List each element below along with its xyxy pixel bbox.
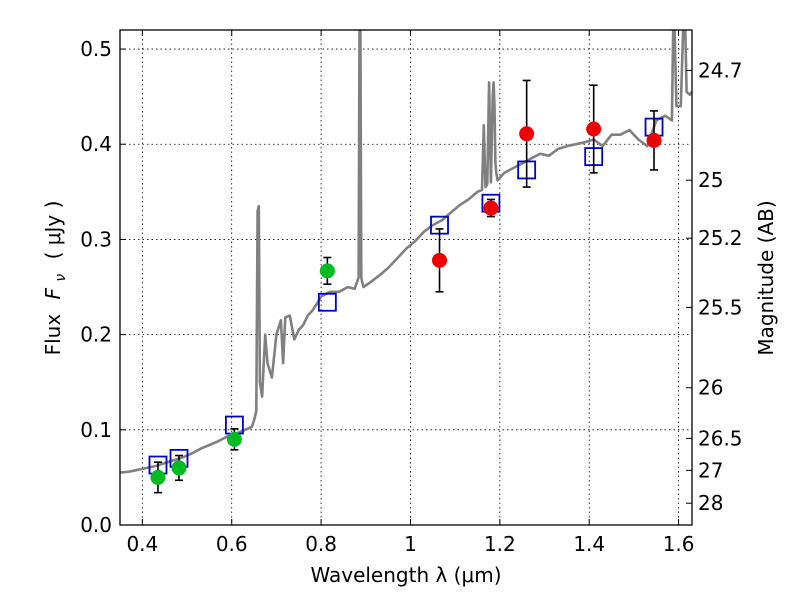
plot-area xyxy=(120,30,692,494)
optical-data-point xyxy=(171,460,187,476)
x-tick-label: 0.4 xyxy=(126,532,158,556)
right-tick-label: 25.2 xyxy=(698,226,743,250)
infrared-data-point xyxy=(483,200,499,216)
right-tick-label: 25 xyxy=(698,168,723,192)
infrared-data-point xyxy=(432,252,448,268)
x-tick-label: 1.6 xyxy=(663,532,695,556)
y-tick-label: 0.1 xyxy=(80,418,112,442)
y-tick-label: 0.5 xyxy=(80,37,112,61)
axis-ticks: 0.4 0.6 0.8 1 1.2 1.4 1.6 0.0 0.1 0.2 0.3 0.4 0.5 24.… xyxy=(80,30,743,556)
y-tick-label: 0.4 xyxy=(80,132,112,156)
y-axis-label-symbol: F xyxy=(41,287,65,299)
x-tick-label: 1.2 xyxy=(484,532,516,556)
x-tick-label: 0.6 xyxy=(216,532,248,556)
x-tick-label: 0.8 xyxy=(305,532,337,556)
y-axis-label: Flux F ν ( μJy ) xyxy=(41,201,70,356)
right-tick-label: 26.5 xyxy=(698,426,743,450)
right-tick-label: 28 xyxy=(698,491,723,515)
optical-data-point xyxy=(150,469,166,485)
infrared-data-point xyxy=(646,132,662,148)
y-tick-label: 0.3 xyxy=(80,227,112,251)
right-tick-label: 27 xyxy=(698,458,723,482)
spectrum-line xyxy=(120,30,692,474)
infrared-data-point xyxy=(586,121,602,137)
right-tick-label: 24.7 xyxy=(698,58,743,82)
y-tick-label: 0.2 xyxy=(80,323,112,347)
y-axis-label-subscript: ν xyxy=(53,274,69,282)
infrared-data-point xyxy=(519,126,535,142)
right-axis-label: Magnitude (AB) xyxy=(754,200,778,355)
y-tick-label: 0.0 xyxy=(80,513,112,537)
right-tick-label: 26 xyxy=(698,376,723,400)
y-axis-label-prefix: Flux xyxy=(41,314,65,356)
right-tick-label: 25.5 xyxy=(698,295,743,319)
model-photometry-square xyxy=(317,292,337,312)
x-tick-label: 1.4 xyxy=(573,532,605,556)
x-axis-label: Wavelength λ (μm) xyxy=(310,563,501,587)
optical-data-point xyxy=(226,431,242,447)
plot-frame xyxy=(119,29,693,526)
optical-data-point xyxy=(319,263,335,279)
y-axis-label-units: ( μJy ) xyxy=(41,201,65,260)
x-tick-label: 1 xyxy=(404,532,417,556)
